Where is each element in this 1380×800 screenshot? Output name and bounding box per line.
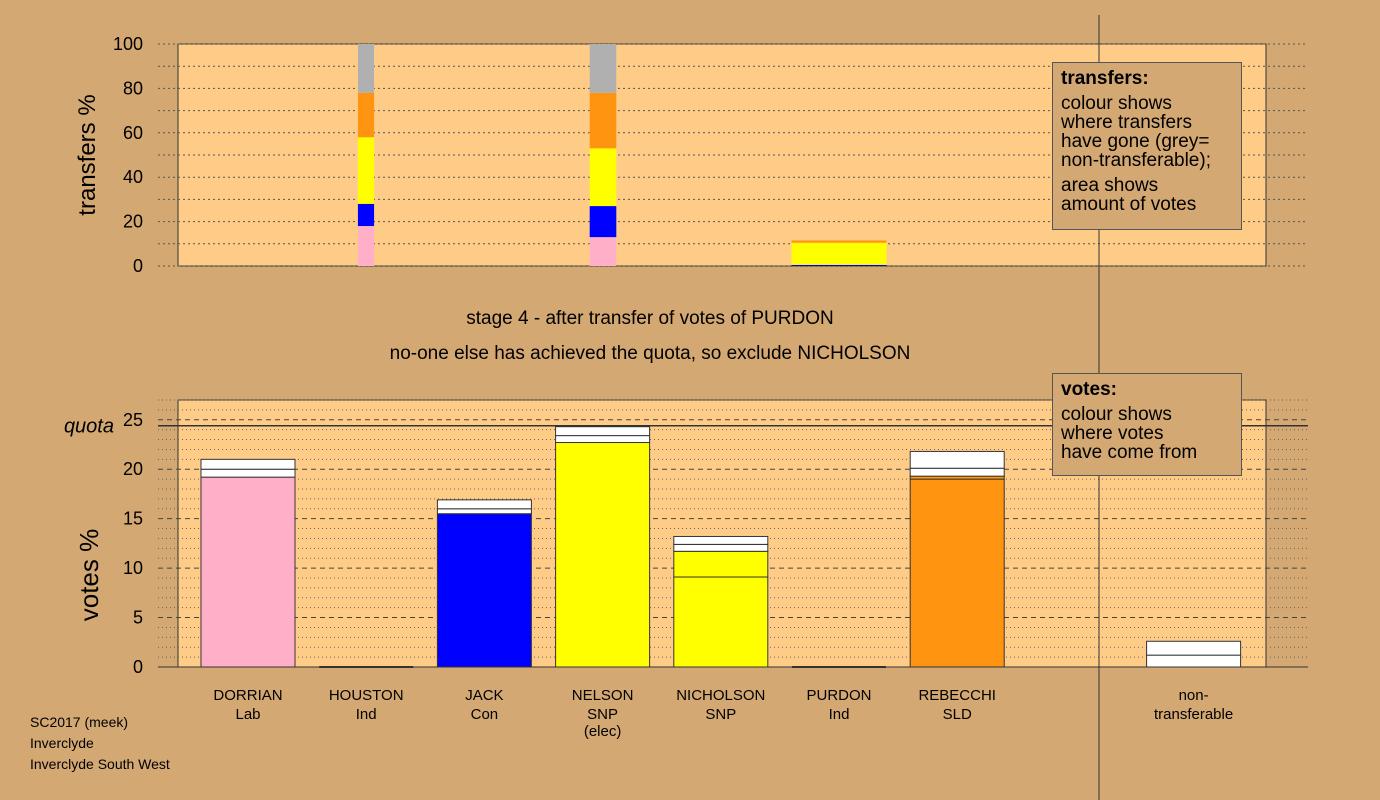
vote-segment [436,508,532,515]
transfer-segment [357,226,375,266]
quota-label: quota [64,416,114,438]
vote-segment [200,476,296,668]
transfers-y-tick-label: 100 [113,34,143,54]
transfer-segment [589,237,617,266]
votes-y-tick-label: 15 [123,509,143,529]
transfer-segment [589,148,617,207]
transfer-segment [589,206,617,238]
votes-y-tick-label: 10 [123,558,143,578]
vote-segment [1146,640,1242,656]
candidate-party-label: SLD [943,706,972,723]
vote-segment [673,543,769,552]
candidate-party-label: Ind [356,706,377,723]
candidate-status-label: (elec) [584,723,622,740]
candidate-party-label: SNP [705,706,736,723]
transfer-segment [791,264,887,266]
candidate-party-label: SNP [587,706,618,723]
vote-segment [673,550,769,578]
transfer-segment [589,44,617,93]
candidate-name-label: DORRIAN [213,687,282,704]
vote-segment [673,535,769,545]
transfer-segment [357,92,375,138]
vote-segment [673,576,769,668]
candidate-party-label: Ind [829,706,850,723]
vote-segment [909,478,1005,668]
vote-segment [555,426,651,437]
transfers-y-tick-label: 40 [123,167,143,187]
transfers-y-axis-label: transfers % [74,94,101,215]
transfers-y-tick-label: 60 [123,123,143,143]
transfers-plot-area [177,43,1267,267]
candidate-party-label: Lab [235,706,260,723]
transfer-segment [791,240,887,243]
candidate-name-label: JACK [465,687,503,704]
vote-segment [555,435,651,444]
vote-segment [1146,654,1242,668]
candidate-name-label: non- [1179,687,1209,704]
transfer-segment [791,242,887,265]
transfers-y-tick-label: 0 [133,256,143,276]
votes-y-tick-label: 20 [123,459,143,479]
vote-segment [909,467,1005,477]
votes-y-tick-label: 5 [133,608,143,628]
vote-segment [555,442,651,668]
vote-segment [436,513,532,668]
candidate-name-label: NELSON [572,687,634,704]
candidate-name-label: HOUSTON [329,687,404,704]
candidate-party-label: transferable [1154,706,1233,723]
candidate-name-label: NICHOLSON [676,687,765,704]
candidate-party-label: Con [471,706,499,723]
votes-y-axis-label: votes % [74,529,104,622]
candidate-name-label: REBECCHI [918,687,996,704]
vote-segment [436,499,532,510]
transfer-segment [357,137,375,204]
transfer-segment [357,203,375,227]
transfer-segment [357,44,375,93]
vote-segment [200,468,296,478]
votes-y-tick-label: 25 [123,410,143,430]
transfer-segment [589,92,617,149]
votes-y-tick-label: 0 [133,657,143,677]
vote-segment [909,450,1005,469]
transfers-chart: 0 20 40 60 80 100 transfers % [74,34,1308,276]
vote-segment [200,458,296,470]
transfers-y-tick-label: 20 [123,212,143,232]
votes-chart: quota 0 5 10 15 20 25 votes % DORRIAN Lab HOUSTON I… [64,399,1308,740]
transfers-y-tick-label: 80 [123,78,143,98]
candidate-name-label: PURDON [806,687,871,704]
